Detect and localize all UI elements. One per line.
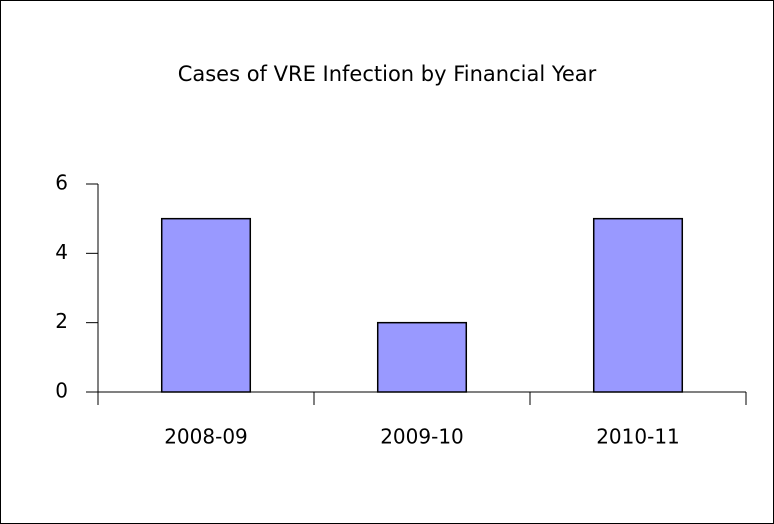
x-tick-label: 2009-10 bbox=[380, 425, 464, 449]
y-tick-label: 0 bbox=[55, 379, 68, 403]
bar bbox=[160, 217, 252, 393]
x-tick-label: 2008-09 bbox=[164, 425, 248, 449]
chart-title: Cases of VRE Infection by Financial Year bbox=[178, 62, 597, 86]
bar bbox=[376, 321, 468, 393]
bar bbox=[592, 217, 684, 393]
y-tick-label: 2 bbox=[55, 309, 68, 333]
y-tick-label: 6 bbox=[55, 171, 68, 195]
x-tick-label: 2010-11 bbox=[596, 425, 680, 449]
y-tick-label: 4 bbox=[55, 240, 68, 264]
